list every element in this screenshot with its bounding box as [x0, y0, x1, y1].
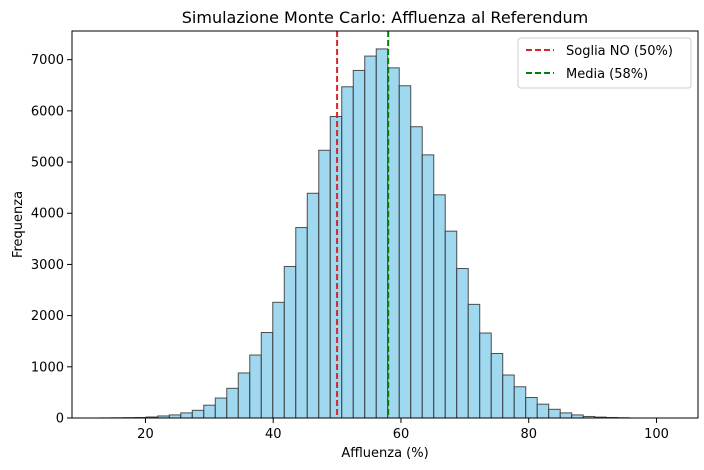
histogram-bar — [513, 386, 527, 419]
legend-label-threshold: Soglia NO (50%) — [566, 44, 673, 59]
histogram-bar — [237, 372, 251, 419]
y-tick-label: 5000 — [31, 156, 64, 171]
histogram-bar — [272, 301, 285, 419]
y-tick-label: 1000 — [31, 360, 64, 375]
histogram-bar — [306, 192, 320, 419]
histogram-bar — [398, 85, 412, 419]
histogram-bar — [249, 354, 262, 419]
histogram-bar — [410, 126, 423, 419]
histogram-bar — [467, 303, 481, 419]
reference-lines — [336, 31, 390, 418]
legend-label-mean: Media (58%) — [566, 67, 648, 82]
x-tick-label: 40 — [265, 427, 282, 442]
legend: Soglia NO (50%) Media (58%) — [517, 37, 692, 89]
histogram-bar — [490, 353, 504, 419]
legend-box — [517, 37, 692, 89]
histogram-bar — [352, 69, 366, 419]
y-tick-label: 2000 — [31, 309, 64, 324]
histogram-bar — [295, 227, 308, 419]
chart-title: Simulazione Monte Carlo: Affluenza al Re… — [182, 8, 588, 27]
histogram-bar — [283, 265, 297, 419]
histogram-bar — [203, 404, 216, 419]
histogram-bar — [214, 397, 228, 419]
y-axis-ticks: 0 1000 2000 3000 4000 5000 6000 7000 — [31, 53, 72, 427]
y-tick-label: 0 — [56, 412, 64, 427]
bars-group — [99, 48, 630, 419]
y-tick-label: 7000 — [31, 53, 64, 68]
x-tick-label: 20 — [137, 427, 154, 442]
histogram-bar — [191, 409, 205, 419]
histogram-bar — [559, 412, 573, 419]
x-tick-label: 100 — [644, 427, 669, 442]
histogram-bar — [260, 332, 274, 419]
y-tick-label: 6000 — [31, 104, 64, 119]
x-axis-title: Affluenza (%) — [341, 446, 428, 461]
histogram-bar — [502, 374, 515, 419]
x-tick-label: 60 — [393, 427, 410, 442]
histogram-bar — [433, 194, 446, 419]
histogram-bar — [456, 268, 469, 419]
y-axis-title: Frequenza — [11, 191, 26, 258]
histogram-bar — [387, 67, 400, 419]
histogram-bar — [479, 332, 492, 419]
x-tick-label: 80 — [520, 427, 537, 442]
histogram-bar — [444, 230, 458, 419]
histogram-bar — [536, 403, 550, 419]
x-axis-ticks: 20 40 60 80 100 — [137, 418, 669, 442]
histogram-bar — [318, 149, 331, 419]
histogram-bar — [329, 115, 343, 419]
histogram-bar — [180, 412, 193, 419]
histogram-bar — [548, 408, 561, 419]
plot-frame — [71, 30, 699, 419]
histogram-bar — [525, 397, 538, 419]
histogram-bar — [226, 387, 239, 419]
histogram-bar — [364, 55, 377, 419]
histogram-bar — [421, 154, 435, 419]
histogram-bar — [341, 86, 354, 419]
y-tick-label: 4000 — [31, 207, 64, 222]
histogram-bar — [375, 48, 389, 419]
y-tick-label: 3000 — [31, 258, 64, 273]
